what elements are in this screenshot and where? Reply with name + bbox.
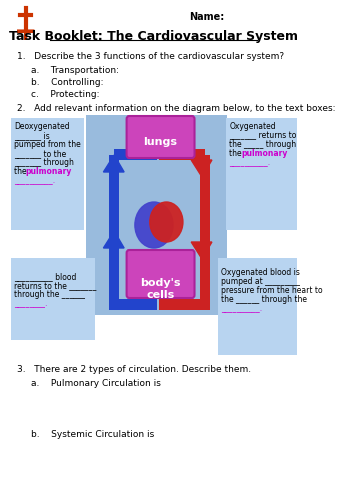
Polygon shape — [191, 160, 212, 177]
Text: 3.   There are 2 types of circulation. Describe them.: 3. There are 2 types of circulation. Des… — [17, 365, 251, 374]
Bar — [114, 149, 157, 160]
FancyBboxPatch shape — [226, 118, 297, 230]
Bar — [200, 155, 210, 310]
Text: __________.: __________. — [221, 304, 262, 313]
Text: pressure from the heart to: pressure from the heart to — [221, 286, 322, 295]
Text: a.    Pulmonary Circulation is: a. Pulmonary Circulation is — [30, 379, 160, 388]
FancyBboxPatch shape — [86, 115, 227, 315]
Text: pulmonary: pulmonary — [25, 167, 72, 176]
Text: _______ is: _______ is — [14, 131, 50, 140]
Text: through the ______: through the ______ — [14, 290, 85, 299]
Text: _______ to the: _______ to the — [14, 149, 66, 158]
Text: __________ blood: __________ blood — [14, 272, 76, 281]
Text: the: the — [14, 167, 29, 176]
Bar — [114, 299, 157, 310]
Text: |: | — [22, 12, 29, 32]
Polygon shape — [191, 242, 212, 259]
Text: Deoxygenated: Deoxygenated — [14, 122, 70, 131]
Circle shape — [150, 202, 183, 242]
Text: pumped from the: pumped from the — [14, 140, 81, 149]
FancyBboxPatch shape — [218, 258, 297, 355]
Text: b.    Systemic Circulation is: b. Systemic Circulation is — [30, 430, 154, 439]
Text: the _____ through: the _____ through — [229, 140, 296, 149]
FancyBboxPatch shape — [11, 258, 95, 340]
FancyBboxPatch shape — [127, 250, 195, 298]
Circle shape — [135, 202, 173, 248]
Text: the: the — [229, 149, 244, 158]
FancyBboxPatch shape — [11, 118, 84, 230]
Text: __________.: __________. — [229, 158, 270, 167]
Text: _______ returns to: _______ returns to — [229, 131, 297, 140]
Text: _______ through: _______ through — [14, 158, 74, 167]
Text: Name:: Name: — [189, 12, 225, 22]
Text: pulmonary: pulmonary — [241, 149, 287, 158]
Text: 1.   Describe the 3 functions of the cardiovascular system?: 1. Describe the 3 functions of the cardi… — [17, 52, 284, 61]
Text: returns to the _______: returns to the _______ — [14, 281, 96, 290]
FancyBboxPatch shape — [127, 116, 195, 158]
Text: __________.: __________. — [14, 176, 55, 185]
Text: body's
cells: body's cells — [140, 278, 181, 299]
Text: pumped at _________: pumped at _________ — [221, 277, 300, 286]
Text: the ______ through the: the ______ through the — [221, 295, 307, 304]
Bar — [159, 299, 205, 310]
Text: a.    Transportation:: a. Transportation: — [30, 66, 119, 75]
Text: +: + — [14, 18, 37, 46]
Text: Oxygenated blood is: Oxygenated blood is — [221, 268, 300, 277]
Text: Oxygenated: Oxygenated — [229, 122, 276, 131]
Bar — [159, 149, 205, 160]
Text: c.    Protecting:: c. Protecting: — [30, 90, 99, 99]
Bar — [109, 155, 119, 310]
Polygon shape — [103, 155, 124, 172]
Text: 2.   Add relevant information on the diagram below, to the text boxes:: 2. Add relevant information on the diagr… — [17, 104, 336, 113]
Text: Task Booklet: The Cardiovascular System: Task Booklet: The Cardiovascular System — [10, 30, 298, 43]
Polygon shape — [103, 231, 124, 248]
Text: ________.: ________. — [14, 299, 47, 308]
Text: lungs: lungs — [144, 137, 178, 147]
Text: b.    Controlling:: b. Controlling: — [30, 78, 103, 87]
